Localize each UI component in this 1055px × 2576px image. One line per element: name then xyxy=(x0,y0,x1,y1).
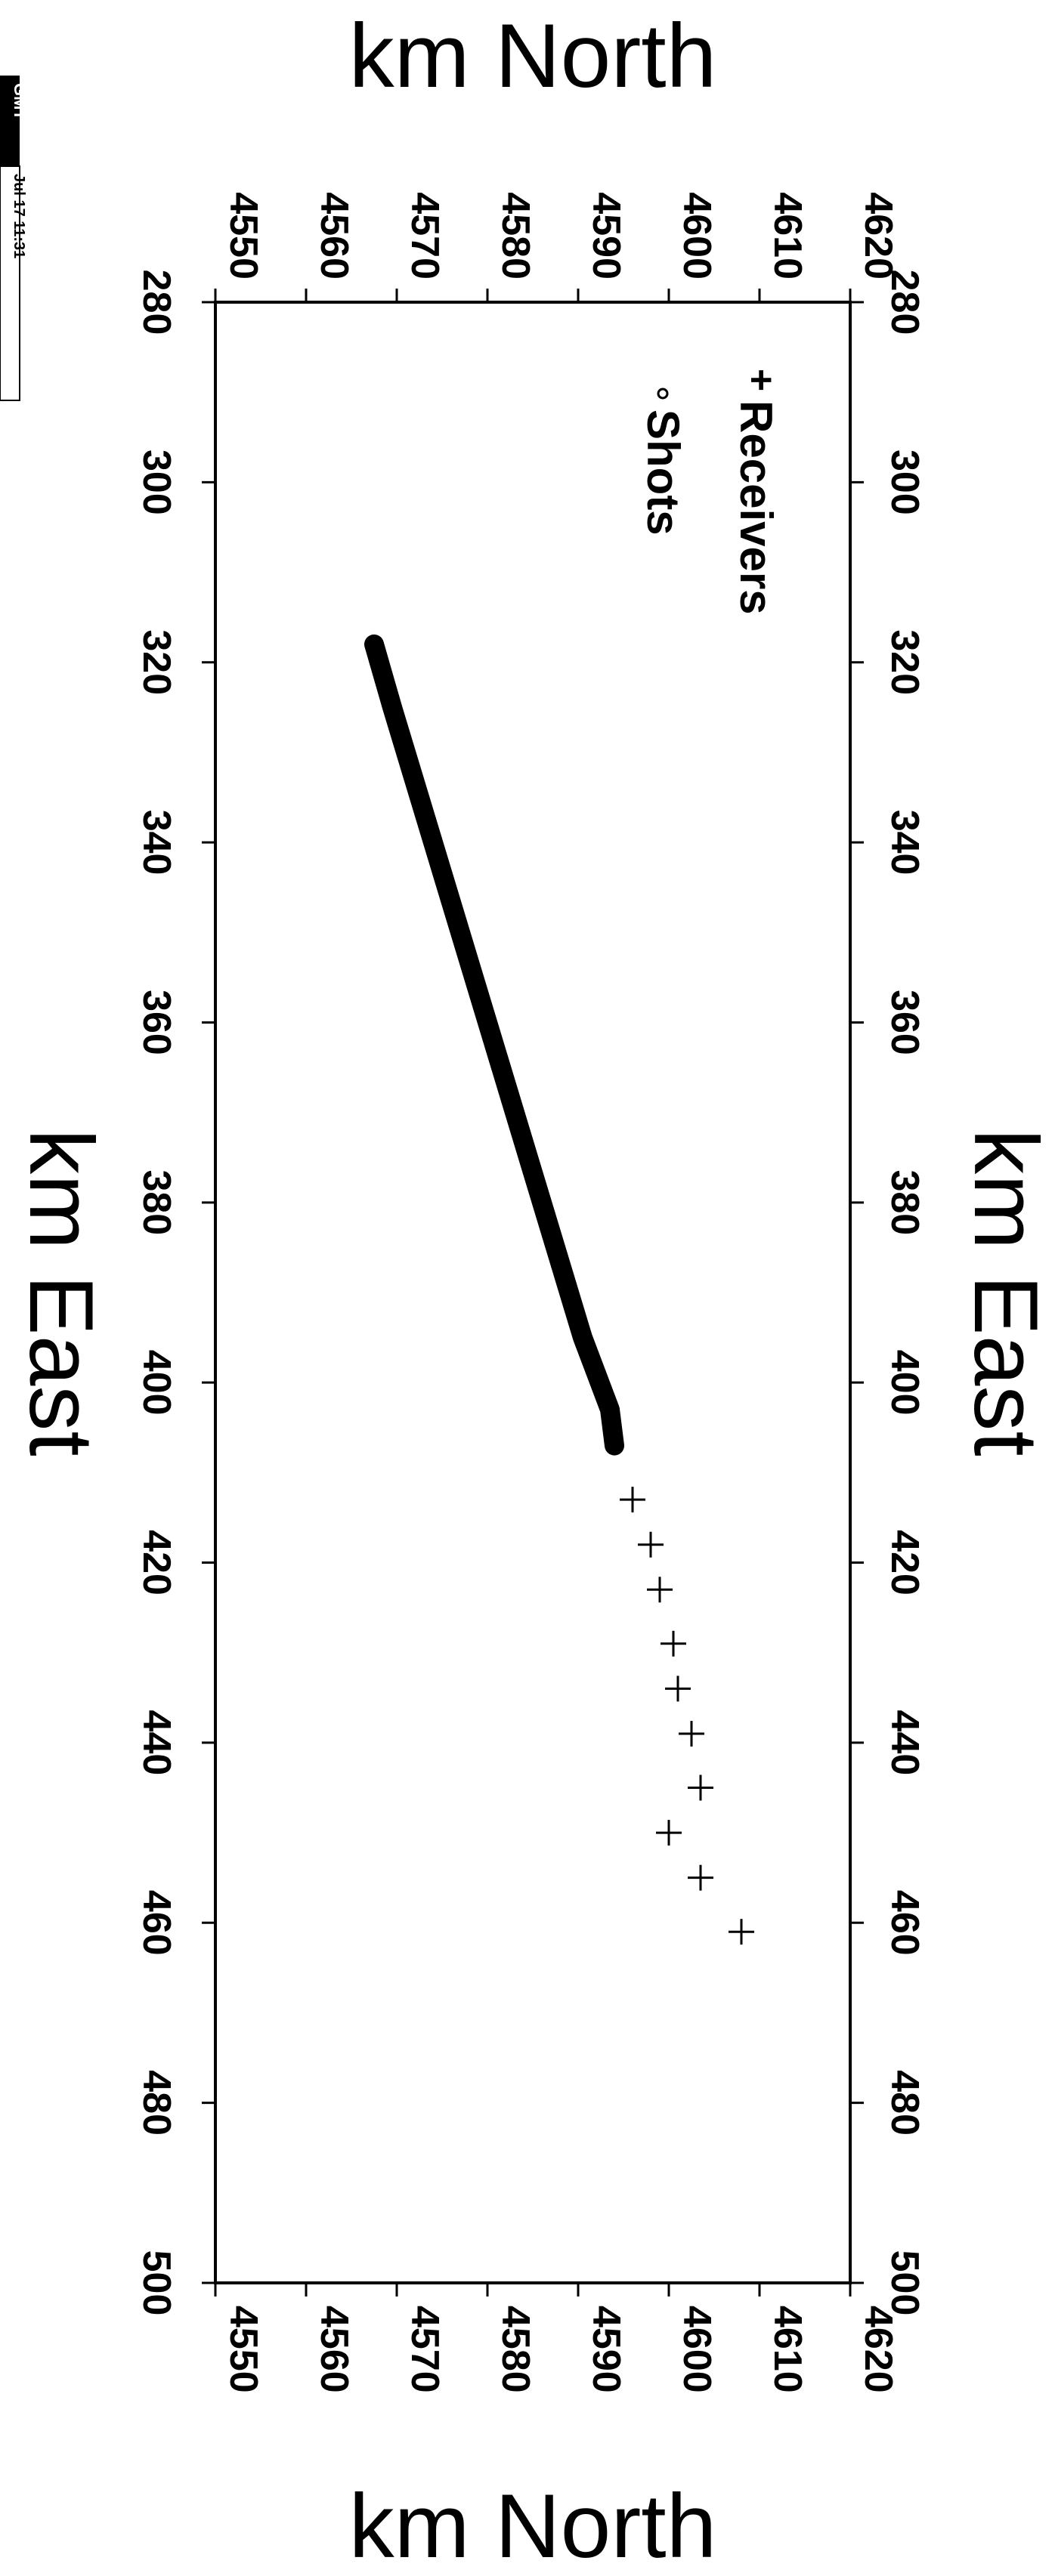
gmt-stamp: GMT Jul 17 11:31 xyxy=(0,76,29,401)
tick-label-east-left: 360 xyxy=(135,990,178,1055)
receiver-point xyxy=(656,1820,682,1846)
tick-label-north-top: 4580 xyxy=(493,192,537,280)
tick-label-north-bottom: 4570 xyxy=(403,2306,447,2393)
tick-label-north-top: 4600 xyxy=(675,192,719,280)
receiver-point xyxy=(679,1720,704,1747)
tick-label-north-top: 4620 xyxy=(856,192,900,280)
tick-label-east-right: 320 xyxy=(883,629,927,695)
tick-label-east-left: 280 xyxy=(135,270,178,335)
shot-line xyxy=(364,634,624,1456)
legend-shots-symbol xyxy=(657,388,669,400)
gmt-logo-text: GMT xyxy=(11,83,29,120)
gmt-date-text: Jul 17 11:31 xyxy=(11,174,27,258)
receiver-point xyxy=(729,1919,754,1945)
tick-label-east-right: 300 xyxy=(883,449,927,515)
tick-label-north-bottom: 4620 xyxy=(856,2306,900,2393)
axis-title-left: km East xyxy=(11,1129,112,1456)
tick-label-north-bottom: 4590 xyxy=(584,2306,628,2393)
tick-label-east-left: 460 xyxy=(135,1890,178,1956)
tick-label-north-top: 4560 xyxy=(312,192,356,280)
tick-label-north-bottom: 4550 xyxy=(221,2306,265,2393)
tick-label-north-top: 4570 xyxy=(403,192,447,280)
tick-label-north-bottom: 4610 xyxy=(766,2306,809,2393)
receiver-point xyxy=(665,1676,691,1702)
tick-label-east-right: 420 xyxy=(883,1530,927,1595)
tick-label-east-left: 400 xyxy=(135,1350,178,1416)
tick-label-north-top: 4590 xyxy=(584,192,628,280)
tick-label-east-right: 340 xyxy=(883,810,927,876)
gmt-logo-box xyxy=(0,76,20,166)
tick-label-east-right: 440 xyxy=(883,1710,927,1776)
receiver-point xyxy=(688,1774,713,1801)
receiver-point xyxy=(620,1487,645,1513)
tick-label-east-left: 420 xyxy=(135,1530,178,1595)
receiver-point xyxy=(661,1630,686,1657)
receiver-point xyxy=(688,1864,713,1891)
tick-label-east-right: 280 xyxy=(883,270,927,335)
tick-label-east-left: 320 xyxy=(135,629,178,695)
tick-label-east-left: 500 xyxy=(135,2250,178,2316)
axis-ticks: 4550 4550 4560 4560 4570 4570 4580 4580 4590 4590… xyxy=(135,192,927,2392)
data-marks xyxy=(364,634,754,1945)
tick-label-east-right: 460 xyxy=(883,1890,927,1956)
tick-label-north-top: 4610 xyxy=(766,192,809,280)
tick-label-north-bottom: 4560 xyxy=(312,2306,356,2393)
legend-receivers-label: Receivers xyxy=(731,400,781,615)
axis-title-top: km North xyxy=(349,5,717,107)
legend-shots-label: Shots xyxy=(638,409,688,536)
tick-label-east-left: 480 xyxy=(135,2070,178,2136)
tick-label-east-right: 380 xyxy=(883,1169,927,1235)
tick-label-east-left: 300 xyxy=(135,449,178,515)
tick-label-east-right: 480 xyxy=(883,2070,927,2136)
receiver-point xyxy=(638,1531,664,1558)
receiver-point xyxy=(647,1577,673,1603)
gmt-date-box xyxy=(0,165,20,401)
tick-label-east-left: 340 xyxy=(135,810,178,876)
tick-label-north-top: 4550 xyxy=(221,192,265,280)
tick-label-east-left: 440 xyxy=(135,1710,178,1776)
axis-title-right: km East xyxy=(955,1129,1055,1456)
axis-title-bottom: km North xyxy=(349,2476,717,2576)
tick-label-north-bottom: 4580 xyxy=(493,2306,537,2393)
tick-label-east-left: 380 xyxy=(135,1169,178,1235)
tick-label-east-right: 400 xyxy=(883,1350,927,1416)
legend-receivers-symbol: + xyxy=(739,369,783,391)
tick-label-north-bottom: 4600 xyxy=(675,2306,719,2393)
tick-label-east-right: 360 xyxy=(883,990,927,1055)
plot-frame xyxy=(214,301,852,2284)
tick-label-east-right: 500 xyxy=(883,2250,927,2316)
legend: + Receivers Shots xyxy=(638,369,783,615)
